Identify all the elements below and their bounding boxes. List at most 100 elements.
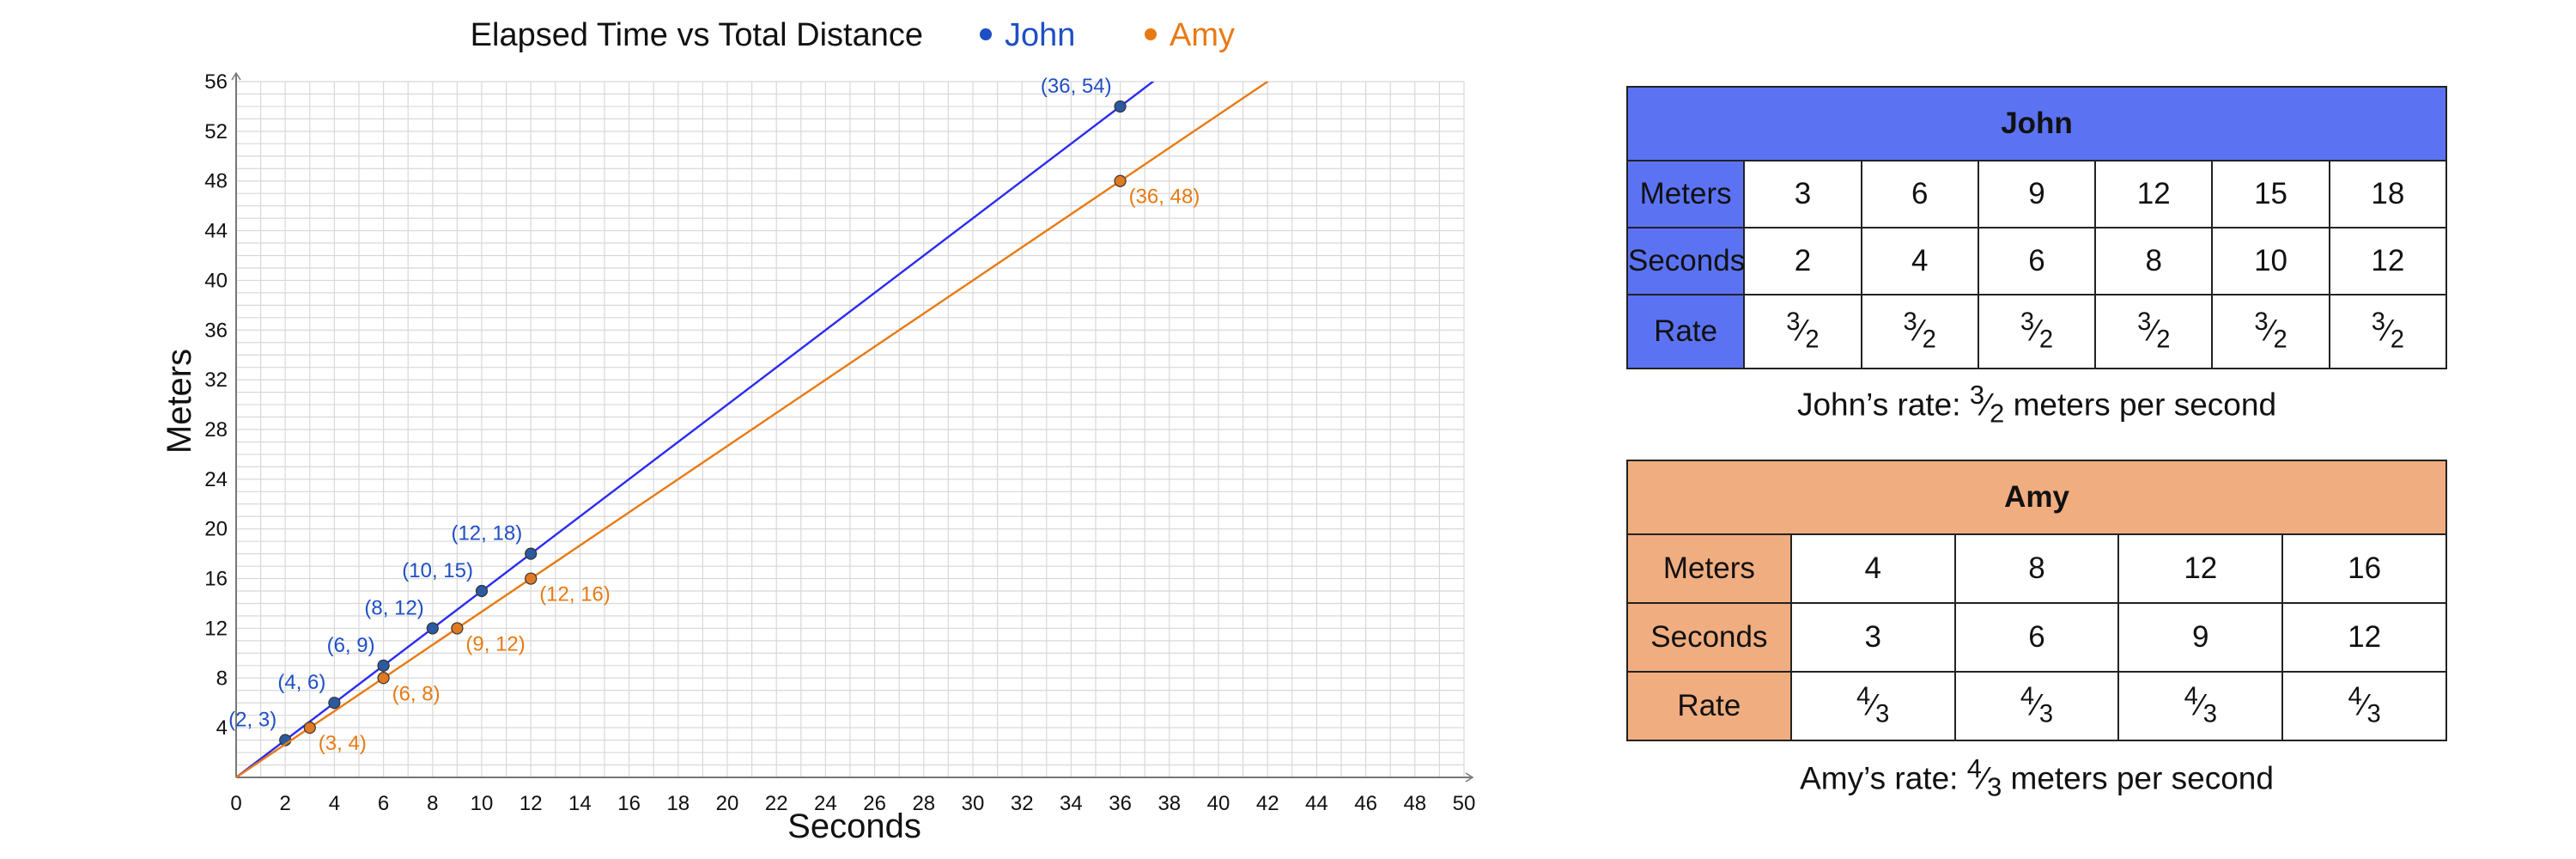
rate-numerator: 3 <box>2254 308 2269 337</box>
data-label-amy: (36, 48) <box>1129 186 1200 209</box>
john-rate-cell: 3⁄2 <box>1860 294 1979 369</box>
x-tick-label: 22 <box>765 792 788 815</box>
distance-time-chart: 0 2 4 6 8 10 12 14 16 18 20 22 24 26 28 30 32 34 36 38 40 42 4… <box>161 17 1476 845</box>
amy-meters-cell: 12 <box>2117 533 2284 604</box>
data-point-amy <box>1114 174 1127 187</box>
y-tick-label: 4 <box>216 716 228 740</box>
rate-denominator: 2 <box>1805 326 1820 354</box>
y-tick-label: 56 <box>204 70 228 94</box>
john-seconds-cell: 2 <box>1743 227 1862 295</box>
data-point-amy <box>525 572 538 585</box>
john-rate-caption: John’s rate: 3⁄2 meters per second <box>1796 380 2277 429</box>
data-point-amy <box>377 672 390 685</box>
series-john: (2, 3)(4, 6)(6, 9) (8, 12) (10, 15) (12, 18… <box>228 75 1155 777</box>
y-tick-label: 36 <box>204 319 228 342</box>
rate-numerator: 4 <box>1856 683 1871 711</box>
rate-numerator: 3 <box>1969 380 1984 410</box>
data-label-amy: (6, 8) <box>392 682 440 705</box>
chart-legend: John Amy <box>980 17 1235 53</box>
rate-denominator: 3 <box>1987 771 2002 802</box>
john-meters-cell: 9 <box>1977 160 2097 228</box>
chart-axes <box>231 71 1474 783</box>
caption-prefix: Amy’s rate: <box>1800 760 1967 796</box>
series-line-john <box>236 82 1155 777</box>
x-tick-label: 10 <box>471 792 494 815</box>
x-tick-label: 44 <box>1305 792 1328 815</box>
data-point-john <box>475 584 489 598</box>
chart-grid <box>235 81 1465 778</box>
x-tick-label: 4 <box>329 792 340 815</box>
rate-denominator: 3 <box>2038 700 2054 728</box>
rate-denominator: 2 <box>2156 326 2171 354</box>
data-label-john: (4, 6) <box>277 671 325 694</box>
data-label-amy: (12, 16) <box>539 583 611 606</box>
x-tick-label: 8 <box>427 792 438 815</box>
caption-prefix: John’s rate: <box>1796 387 1970 423</box>
legend-marker-john <box>980 28 992 40</box>
x-tick-label: 46 <box>1354 792 1377 815</box>
x-tick-label: 28 <box>912 792 935 815</box>
amy-rate-cell: 4⁄3 <box>2117 671 2284 741</box>
rate-numerator: 3 <box>2020 308 2035 337</box>
rate-numerator: 4 <box>2184 683 2198 711</box>
john-table: John Meters 3 6 9 12 15 18 Seconds 2 4 6… <box>1625 86 2448 369</box>
rate-numerator: 3 <box>2371 308 2385 337</box>
x-tick-label: 48 <box>1403 792 1426 815</box>
amy-meters-cell: 4 <box>1789 533 1956 604</box>
y-tick-label: 48 <box>204 170 228 193</box>
data-label-john: (12, 18) <box>451 522 522 545</box>
x-tick-label: 12 <box>519 792 543 815</box>
john-rate-row: Rate 3⁄2 3⁄2 3⁄2 3⁄2 3⁄2 3⁄2 <box>1625 294 2448 369</box>
x-tick-label: 14 <box>568 792 592 815</box>
data-point-john <box>1114 100 1127 113</box>
data-label-amy: (3, 4) <box>319 732 367 755</box>
amy-seconds-row: Seconds 3 6 9 12 <box>1626 602 2447 673</box>
data-point-john <box>377 659 390 672</box>
john-meters-cell: 3 <box>1743 160 1862 228</box>
rate-denominator: 2 <box>1922 326 1936 354</box>
data-label-john: (10, 15) <box>402 559 473 582</box>
rate-denominator: 3 <box>2366 700 2381 728</box>
y-tick-label: 52 <box>204 120 228 143</box>
john-rate-cell: 3⁄2 <box>2211 294 2330 369</box>
rate-numerator: 4 <box>1966 753 1982 783</box>
y-tick-label: 44 <box>204 220 228 243</box>
x-tick-label: 38 <box>1157 792 1181 815</box>
y-tick-label: 12 <box>204 617 228 640</box>
amy-row-label: Seconds <box>1626 602 1792 673</box>
x-tick-label: 50 <box>1453 792 1476 815</box>
amy-seconds-cell: 6 <box>1953 602 2120 673</box>
john-seconds-cell: 8 <box>2094 227 2214 295</box>
data-point-amy <box>451 622 464 635</box>
y-tick-label: 24 <box>204 468 228 491</box>
data-point-john <box>426 622 439 635</box>
data-point-john <box>328 697 341 710</box>
john-seconds-cell: 4 <box>1860 227 1979 295</box>
john-rate-cell: 3⁄2 <box>2328 294 2448 369</box>
y-tick-label: 16 <box>204 568 228 591</box>
amy-seconds-cell: 12 <box>2281 602 2447 673</box>
rate-numerator: 3 <box>1786 308 1801 337</box>
x-tick-label: 42 <box>1256 792 1279 815</box>
y-tick-label: 8 <box>216 667 228 690</box>
john-seconds-cell: 12 <box>2328 227 2448 295</box>
data-point-john <box>525 547 538 560</box>
amy-table: Amy Meters 4 8 12 16 Seconds 3 6 9 12 Ra… <box>1626 460 2447 741</box>
amy-rate-cell: 4⁄3 <box>1953 671 2120 741</box>
x-tick-label: 6 <box>378 792 389 815</box>
y-axis-label: Meters <box>161 349 198 454</box>
x-tick-label: 24 <box>814 792 837 815</box>
data-label-amy: (9, 12) <box>465 632 525 655</box>
john-meters-row: Meters 3 6 9 12 15 18 <box>1625 160 2448 228</box>
rate-numerator: 4 <box>2348 683 2362 711</box>
x-axis-label: Seconds <box>787 807 921 845</box>
x-tick-label: 0 <box>230 792 241 815</box>
rate-denominator: 3 <box>2202 700 2217 728</box>
data-label-john: (8, 12) <box>364 596 423 619</box>
john-seconds-cell: 10 <box>2211 227 2330 295</box>
caption-suffix: meters per second <box>2004 387 2277 423</box>
john-seconds-row: Seconds 2 4 6 8 10 12 <box>1625 227 2448 295</box>
john-rate-cell: 3⁄2 <box>2094 294 2214 369</box>
x-tick-label: 2 <box>280 792 291 815</box>
series-amy: (3, 4) (6, 8) (9, 12) (12, 16) (36, 48) <box>236 82 1270 777</box>
